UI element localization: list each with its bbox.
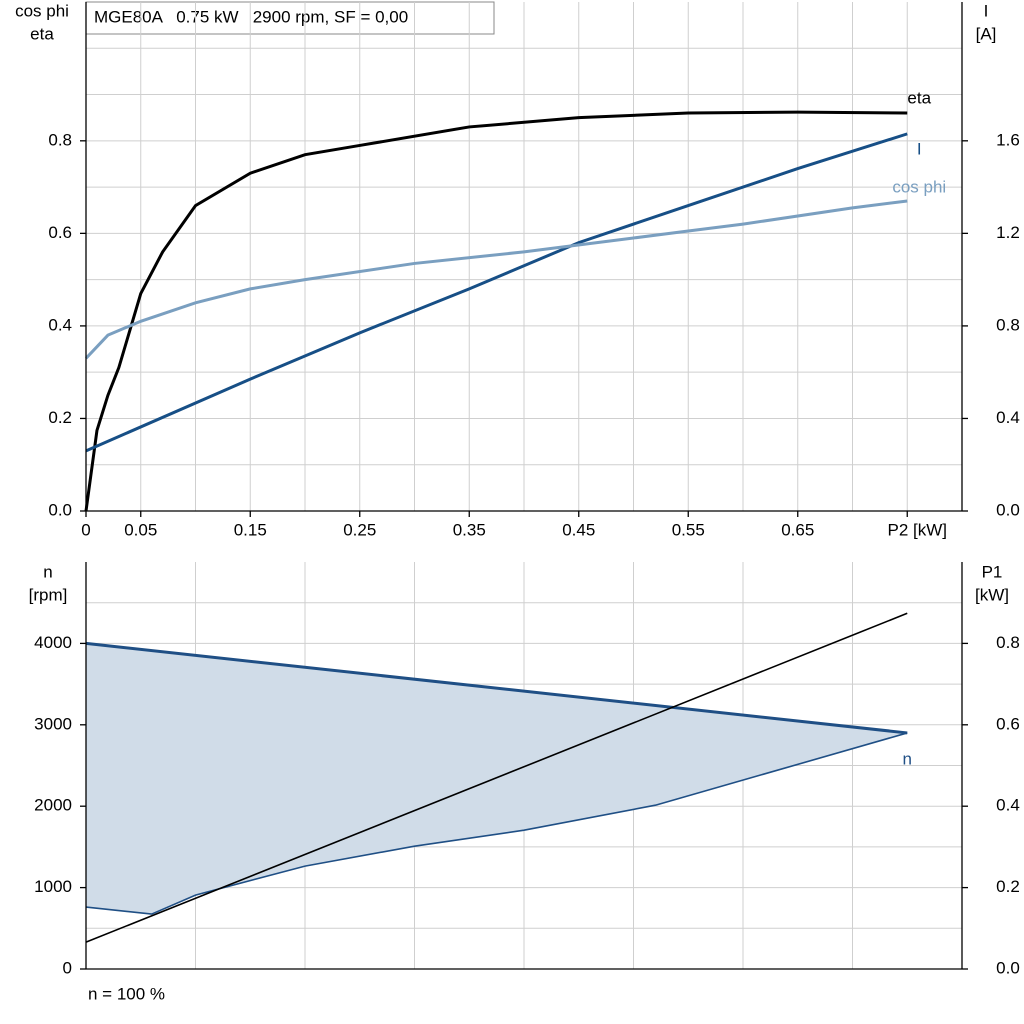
y2-tick-label: 0.2 [996, 877, 1020, 896]
y-tick-label: 0 [63, 958, 72, 977]
y-axis-label: n [43, 562, 52, 581]
y2-tick-label: 0.4 [996, 408, 1020, 427]
y-tick-label: 1000 [34, 877, 72, 896]
series-line [85, 612, 908, 943]
x-tick-label: 0.45 [562, 520, 595, 539]
footnote: n = 100 % [88, 984, 165, 1003]
y-tick-label: 4000 [34, 633, 72, 652]
chart-title: MGE80A 0.75 kW 2900 rpm, SF = 0,00 [94, 7, 408, 26]
y2-tick-label: 0.4 [996, 796, 1020, 815]
y2-tick-label: 0.6 [996, 714, 1020, 733]
series-label: I [917, 139, 922, 158]
y-axis-label: cos phi [15, 1, 69, 20]
series-line [85, 732, 908, 915]
y2-axis-label: I [984, 1, 989, 20]
x-tick-label: 0.65 [781, 520, 814, 539]
series-label: n [903, 749, 912, 768]
x-tick-label: 0.25 [343, 520, 376, 539]
y2-tick-label: 0.8 [996, 633, 1020, 652]
y-axis-label: eta [30, 24, 54, 43]
x-tick-label: 0.55 [672, 520, 705, 539]
series-line [84, 110, 908, 512]
y-tick-label: 0.6 [48, 223, 72, 242]
x-tick-label: 0.35 [453, 520, 486, 539]
x-tick-label: 0 [81, 520, 90, 539]
y-tick-label: 0.4 [48, 315, 72, 334]
y2-tick-label: 1.6 [996, 130, 1020, 149]
y2-tick-label: 1.2 [996, 223, 1020, 242]
series-line [85, 132, 908, 453]
y-tick-label: 0.8 [48, 130, 72, 149]
y2-axis-label: P1 [982, 562, 1003, 581]
series-label: eta [907, 89, 931, 108]
y-tick-label: 2000 [34, 796, 72, 815]
y2-axis-label: [A] [976, 24, 997, 43]
series-label: cos phi [892, 177, 946, 196]
x-tick-label: P2 [kW] [887, 520, 947, 539]
y-tick-label: 0.2 [48, 408, 72, 427]
y2-axis-label: [kW] [975, 585, 1009, 604]
series-line [84, 199, 908, 360]
y2-tick-label: 0.0 [996, 958, 1020, 977]
y2-tick-label: 0.0 [996, 500, 1020, 519]
y2-tick-label: 0.8 [996, 315, 1020, 334]
x-tick-label: 0.05 [124, 520, 157, 539]
x-tick-label: 0.15 [234, 520, 267, 539]
y-tick-label: 3000 [34, 714, 72, 733]
title-box [85, 1, 495, 35]
y-tick-label: 0.0 [48, 500, 72, 519]
series-line [85, 641, 908, 735]
y-axis-label: [rpm] [29, 585, 68, 604]
